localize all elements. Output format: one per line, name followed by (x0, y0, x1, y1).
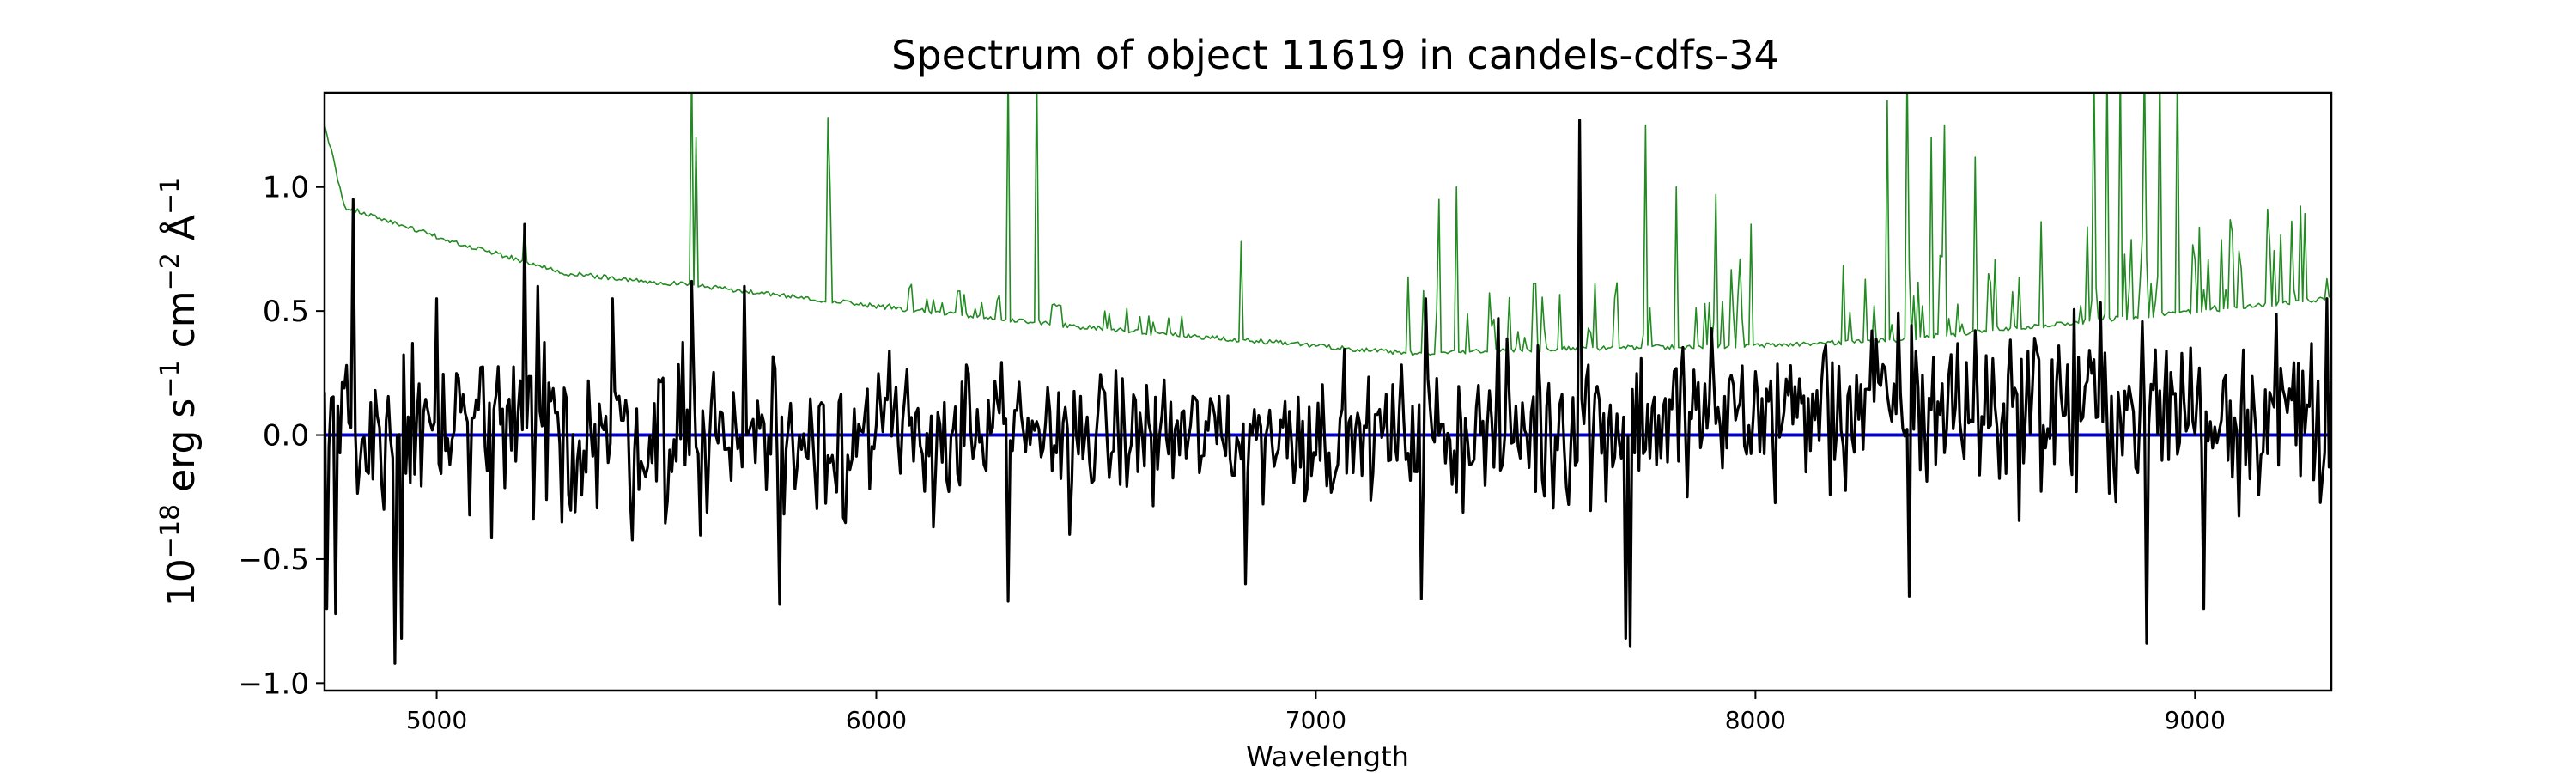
y-label-exponent: −1 (155, 177, 185, 215)
x-tick-label: 5000 (406, 706, 467, 734)
error-spectrum-line (325, 93, 2331, 356)
x-tick-label: 7000 (1285, 706, 1346, 734)
x-tick-label: 8000 (1725, 706, 1786, 734)
x-tick-label: 9000 (2165, 706, 2226, 734)
y-label-text: Å (158, 215, 204, 253)
x-tick-label: 6000 (846, 706, 907, 734)
y-label-text: cm (160, 290, 204, 360)
y-tick-label: 1.0 (263, 171, 309, 205)
y-tick-label: −1.0 (238, 666, 309, 701)
chart-title: Spectrum of object 11619 in candels-cdfs… (891, 32, 1779, 78)
y-axis: −1.0 −0.5 0.0 0.5 1.0 (238, 171, 325, 701)
y-tick-label: 0.0 (263, 419, 309, 453)
y-label-text: erg s (160, 399, 204, 504)
y-label-text: 10 (160, 558, 204, 606)
x-axis-label: Wavelength (1246, 740, 1409, 773)
y-label-exponent: −2 (155, 253, 185, 290)
y-axis-label: 10−18 erg s−1 cm−2 Å−1 (155, 177, 204, 606)
y-tick-label: 0.5 (263, 295, 309, 329)
y-tick-label: −0.5 (238, 543, 309, 577)
flux-spectrum-line (325, 119, 2331, 665)
y-label-exponent: −1 (155, 360, 185, 398)
x-axis: 5000 6000 7000 8000 9000 (406, 691, 2226, 734)
plot-frame (323, 91, 2333, 692)
y-label-exponent: −18 (155, 504, 185, 558)
plot-area (325, 93, 2331, 665)
